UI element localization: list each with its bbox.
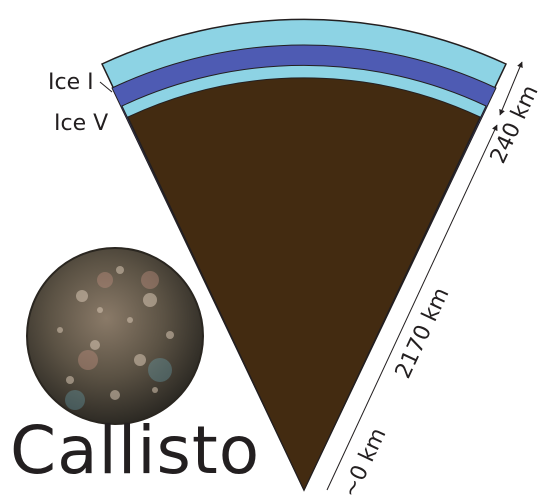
bottom-thickness-text: ~0 km	[338, 424, 392, 499]
svg-text:240 km: 240 km	[486, 82, 541, 168]
outer-thickness-line	[499, 61, 523, 116]
outer-thickness-text: 240 km	[486, 82, 541, 168]
ice-i-leader	[99, 81, 113, 93]
core-thickness-line	[326, 124, 498, 491]
ice-v-label: Ice V	[54, 111, 108, 136]
layer-rock-core	[127, 77, 481, 492]
svg-text:~0 km: ~0 km	[338, 424, 392, 499]
title-callisto: Callisto	[10, 412, 261, 489]
callisto-moon-image	[26, 247, 204, 425]
ice-i-label: Ice I	[48, 70, 94, 95]
